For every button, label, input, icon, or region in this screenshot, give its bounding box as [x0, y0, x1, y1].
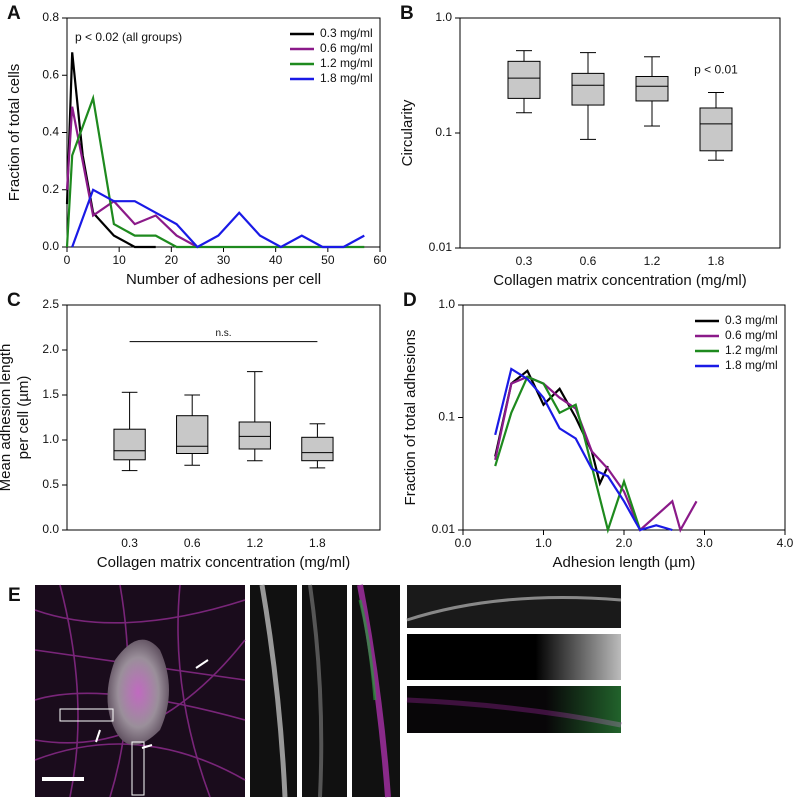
series-line — [494, 375, 642, 534]
legend-label: 0.3 mg/ml — [725, 313, 778, 327]
x-tick-label: 50 — [321, 253, 335, 267]
y-tick-label: 2.0 — [42, 342, 59, 356]
y-tick-label: 0.5 — [42, 477, 59, 491]
x-tick-label: 1.8 — [309, 536, 326, 550]
x-tick-label: 3.0 — [696, 536, 713, 550]
legend-label: 0.3 mg/ml — [320, 26, 373, 40]
x-axis-label: Collagen matrix concentration (mg/ml) — [97, 554, 350, 571]
box — [699, 107, 733, 152]
y-axis-label: Mean adhesion length — [0, 344, 14, 492]
y-tick-label: 1.0 — [438, 297, 455, 311]
x-tick-label: 0 — [64, 253, 71, 267]
y-tick-label: 0.2 — [42, 182, 59, 196]
legend-label: 1.2 mg/ml — [320, 56, 373, 70]
y-tick-label: 2.5 — [42, 297, 59, 311]
micrograph — [34, 584, 246, 798]
x-tick-label: 4.0 — [777, 536, 794, 550]
x-tick-label: 20 — [165, 253, 179, 267]
x-tick-label: 60 — [373, 253, 387, 267]
box — [301, 436, 334, 462]
x-tick-label: 10 — [112, 253, 126, 267]
box — [635, 75, 669, 102]
series-line — [65, 93, 365, 249]
x-tick-label: 1.8 — [708, 254, 725, 268]
x-tick-label: 30 — [217, 253, 231, 267]
y-axis-label: per cell (µm) — [15, 376, 32, 460]
x-tick-label: 0.6 — [184, 536, 201, 550]
legend-label: 0.6 mg/ml — [320, 41, 373, 55]
box — [507, 60, 541, 99]
panel-label: B — [400, 3, 414, 24]
y-axis-label: Fraction of total cells — [6, 64, 23, 202]
annotation: p < 0.02 (all groups) — [75, 30, 182, 44]
strips — [250, 584, 400, 798]
panel-label: A — [7, 3, 21, 24]
x-tick-label: 40 — [269, 253, 283, 267]
y-tick-label: 0.6 — [42, 67, 59, 81]
x-tick-label: 1.2 — [644, 254, 661, 268]
panel-label: E — [8, 585, 21, 606]
legend-label: 1.8 mg/ml — [320, 71, 373, 85]
x-tick-label: 0.0 — [455, 536, 472, 550]
series-line — [494, 369, 609, 487]
x-axis-label: Adhesion length (µm) — [553, 554, 696, 571]
x-tick-label: 1.0 — [535, 536, 552, 550]
y-tick-label: 0.8 — [42, 10, 59, 24]
box — [176, 415, 209, 455]
annotation: p < 0.01 — [694, 63, 738, 77]
y-tick-label: 0.01 — [432, 522, 456, 536]
x-tick-label: 1.2 — [246, 536, 263, 550]
box — [238, 421, 271, 450]
panel-label: D — [403, 290, 417, 311]
y-tick-label: 0.1 — [438, 410, 455, 424]
legend-label: 0.6 mg/ml — [725, 328, 778, 342]
panel-label: C — [7, 290, 21, 311]
box — [571, 72, 605, 106]
x-axis-label: Collagen matrix concentration (mg/ml) — [493, 272, 746, 289]
x-tick-label: 0.3 — [516, 254, 533, 268]
series-line — [71, 188, 365, 249]
series-line — [494, 375, 698, 533]
annotation: n.s. — [215, 328, 231, 339]
x-tick-label: 2.0 — [616, 536, 633, 550]
y-axis-label: Circularity — [399, 99, 416, 166]
y-tick-label: 0.0 — [42, 522, 59, 536]
x-tick-label: 0.3 — [121, 536, 138, 550]
legend-label: 1.2 mg/ml — [725, 343, 778, 357]
y-tick-label: 0.1 — [435, 125, 452, 139]
y-axis-label: Fraction of total adhesions — [402, 330, 419, 506]
y-tick-label: 0.01 — [429, 240, 453, 254]
series-line — [494, 367, 673, 532]
legend-label: 1.8 mg/ml — [725, 358, 778, 372]
box — [113, 428, 146, 461]
y-tick-label: 1.0 — [435, 10, 452, 24]
x-axis-label: Number of adhesions per cell — [126, 271, 321, 288]
y-tick-label: 0.4 — [42, 125, 59, 139]
zoom-rows — [406, 585, 622, 733]
y-tick-label: 1.5 — [42, 387, 59, 401]
series-line — [65, 106, 198, 248]
x-tick-label: 0.6 — [580, 254, 597, 268]
y-tick-label: 1.0 — [42, 432, 59, 446]
y-tick-label: 0.0 — [42, 239, 59, 253]
plot-frame — [66, 304, 381, 531]
